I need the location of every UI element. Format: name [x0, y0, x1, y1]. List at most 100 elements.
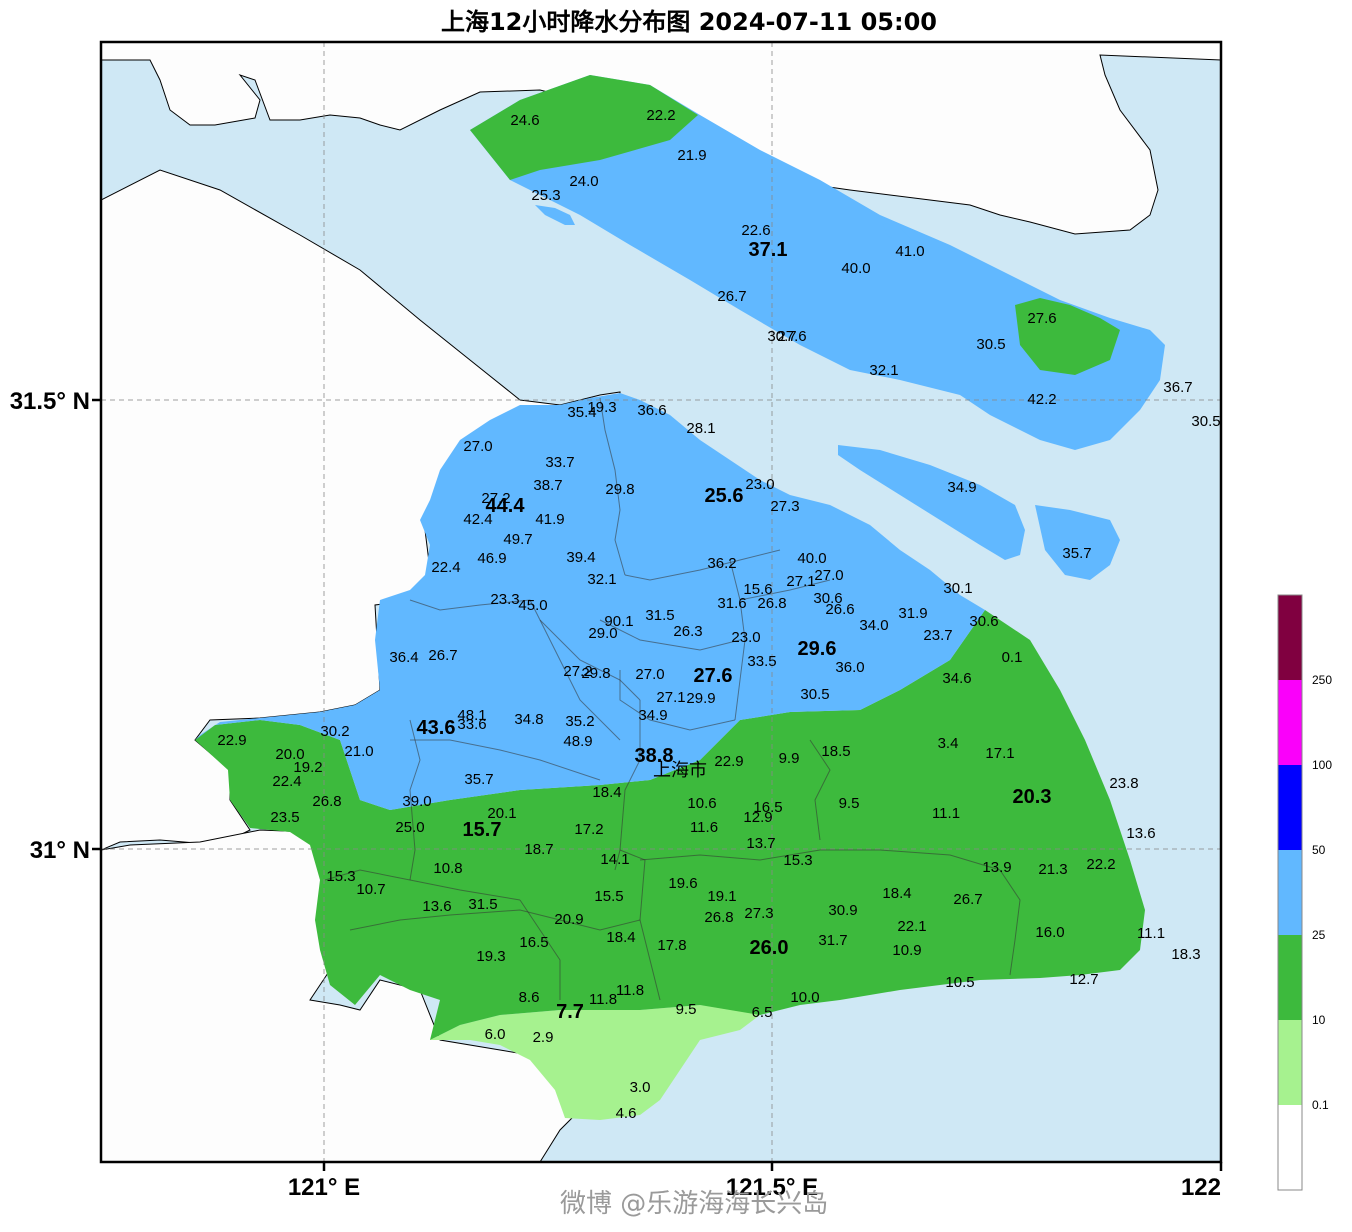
legend-label: 50: [1312, 843, 1326, 857]
station-value: 40.0: [841, 260, 870, 277]
station-value: 31.6: [717, 595, 746, 612]
legend-label: 10: [1312, 1013, 1326, 1027]
station-value: 31.5: [645, 607, 674, 624]
legend-colorbar: 0.1 10 25 50 100 250: [1277, 594, 1332, 1191]
station-value: 13.6: [422, 898, 451, 915]
station-value-max: 27.6: [694, 665, 733, 687]
station-value: 22.4: [431, 559, 460, 576]
lon-label-122: 122: [1181, 1174, 1221, 1201]
islet-north: [882, 222, 912, 244]
station-value: 22.9: [217, 732, 246, 749]
station-value: 25.3: [531, 187, 560, 204]
station-value: 31.9: [898, 605, 927, 622]
station-value: 32.1: [869, 362, 898, 379]
graticule: [101, 42, 1221, 1162]
station-value: 10.7: [356, 881, 385, 898]
station-value: 10.9: [892, 942, 921, 959]
station-values: 24.6 22.2 21.9 24.0 25.3 22.637.1 41.0 40.0 26.7…: [217, 107, 1220, 1122]
station-value: 21.0: [344, 743, 373, 760]
station-value: 19.3: [476, 948, 505, 965]
legend-swatch: [1278, 765, 1302, 850]
station-value: 22.2: [646, 107, 675, 124]
station-value: 19.3: [587, 399, 616, 416]
station-value: 27.1: [656, 689, 685, 706]
station-value: 6.5: [752, 1004, 773, 1021]
station-value: 22.9: [714, 753, 743, 770]
legend-swatch: [1278, 680, 1302, 765]
legend-label: 250: [1312, 673, 1332, 687]
station-value: 11.8: [589, 991, 617, 1008]
station-value: 17.1: [985, 745, 1014, 762]
station-value: 26.8: [312, 793, 341, 810]
station-value: 3.4: [938, 735, 959, 752]
station-value: 30.5: [976, 336, 1005, 353]
station-value: 27.3: [770, 498, 799, 515]
shanghai-mainland-green: [195, 610, 1145, 1040]
station-value: 31.7: [818, 932, 847, 949]
station-value: 30.2: [320, 723, 349, 740]
station-value: 23.8: [1109, 775, 1138, 792]
station-value: 22.6: [741, 222, 770, 239]
chongming-green-east: [1015, 298, 1120, 375]
station-value: 13.9: [982, 859, 1011, 876]
station-value: 33.5: [747, 653, 776, 670]
station-value: 34.8: [514, 711, 543, 728]
station-value: 22.2: [1086, 856, 1115, 873]
station-value: 26.8: [757, 595, 786, 612]
station-value: 22.4: [272, 773, 301, 790]
station-value: 20.0: [275, 746, 304, 763]
changxing-island: [838, 445, 1025, 560]
station-value: 19.1: [707, 888, 736, 905]
station-value-max: 26.0: [750, 937, 789, 959]
station-value: 11.8: [616, 982, 644, 999]
station-value: 27.0: [635, 666, 664, 683]
station-value: 48.1: [457, 707, 486, 724]
shanghai-mainland-south: [430, 1005, 760, 1120]
map-title: 上海12小时降水分布图 2024-07-11 05:00: [440, 8, 938, 36]
station-value: 36.2: [707, 555, 736, 572]
legend-frame: [1277, 594, 1303, 1191]
station-value: 27.6: [777, 328, 806, 345]
station-value: 40.0: [797, 550, 826, 567]
station-value: 18.4: [882, 885, 911, 902]
station-value: 36.7: [1163, 379, 1192, 396]
city-label: 上海市: [653, 760, 707, 781]
station-value: 10.0: [790, 989, 819, 1006]
station-value: 27.2: [563, 663, 592, 680]
station-value: 27.0: [814, 567, 843, 584]
station-value: 13.6: [1126, 825, 1155, 842]
legend-swatch: [1278, 595, 1302, 680]
station-value: 27.1: [786, 573, 815, 590]
station-value: 35.7: [464, 771, 493, 788]
station-value-max: 38.8: [635, 745, 674, 767]
station-value-max: 44.4: [486, 495, 526, 517]
station-value: 26.6: [825, 601, 854, 618]
station-value: 16.5: [519, 934, 548, 951]
station-value: 30.7: [767, 328, 796, 345]
station-value: 15.5: [594, 888, 623, 905]
station-value: 15.3: [326, 868, 355, 885]
station-value: 9.9: [779, 750, 800, 767]
station-value: 29.8: [605, 481, 634, 498]
station-value: 27.6: [1027, 310, 1056, 327]
station-value-max: 7.7: [556, 1001, 584, 1023]
station-value: 21.3: [1038, 861, 1067, 878]
station-value: 12.7: [1069, 971, 1098, 988]
station-value: 21.9: [677, 147, 706, 164]
station-value: 19.6: [668, 875, 697, 892]
station-value-max: 43.6: [417, 717, 456, 739]
station-value: 34.9: [947, 479, 976, 496]
station-value: 32.1: [587, 571, 616, 588]
station-value: 16.0: [1035, 924, 1064, 941]
station-value: 11.1: [1137, 925, 1165, 942]
station-value: 36.0: [835, 659, 864, 676]
legend-swatch: [1278, 1020, 1302, 1105]
station-value: 6.0: [485, 1026, 506, 1043]
station-value: 26.7: [717, 288, 746, 305]
station-value: 41.9: [535, 511, 564, 528]
chongming-green-west: [470, 75, 698, 180]
station-value: 26.7: [428, 647, 457, 664]
station-value: 35.2: [565, 713, 594, 730]
lon-label-121-5: 121.5° E: [726, 1174, 818, 1201]
